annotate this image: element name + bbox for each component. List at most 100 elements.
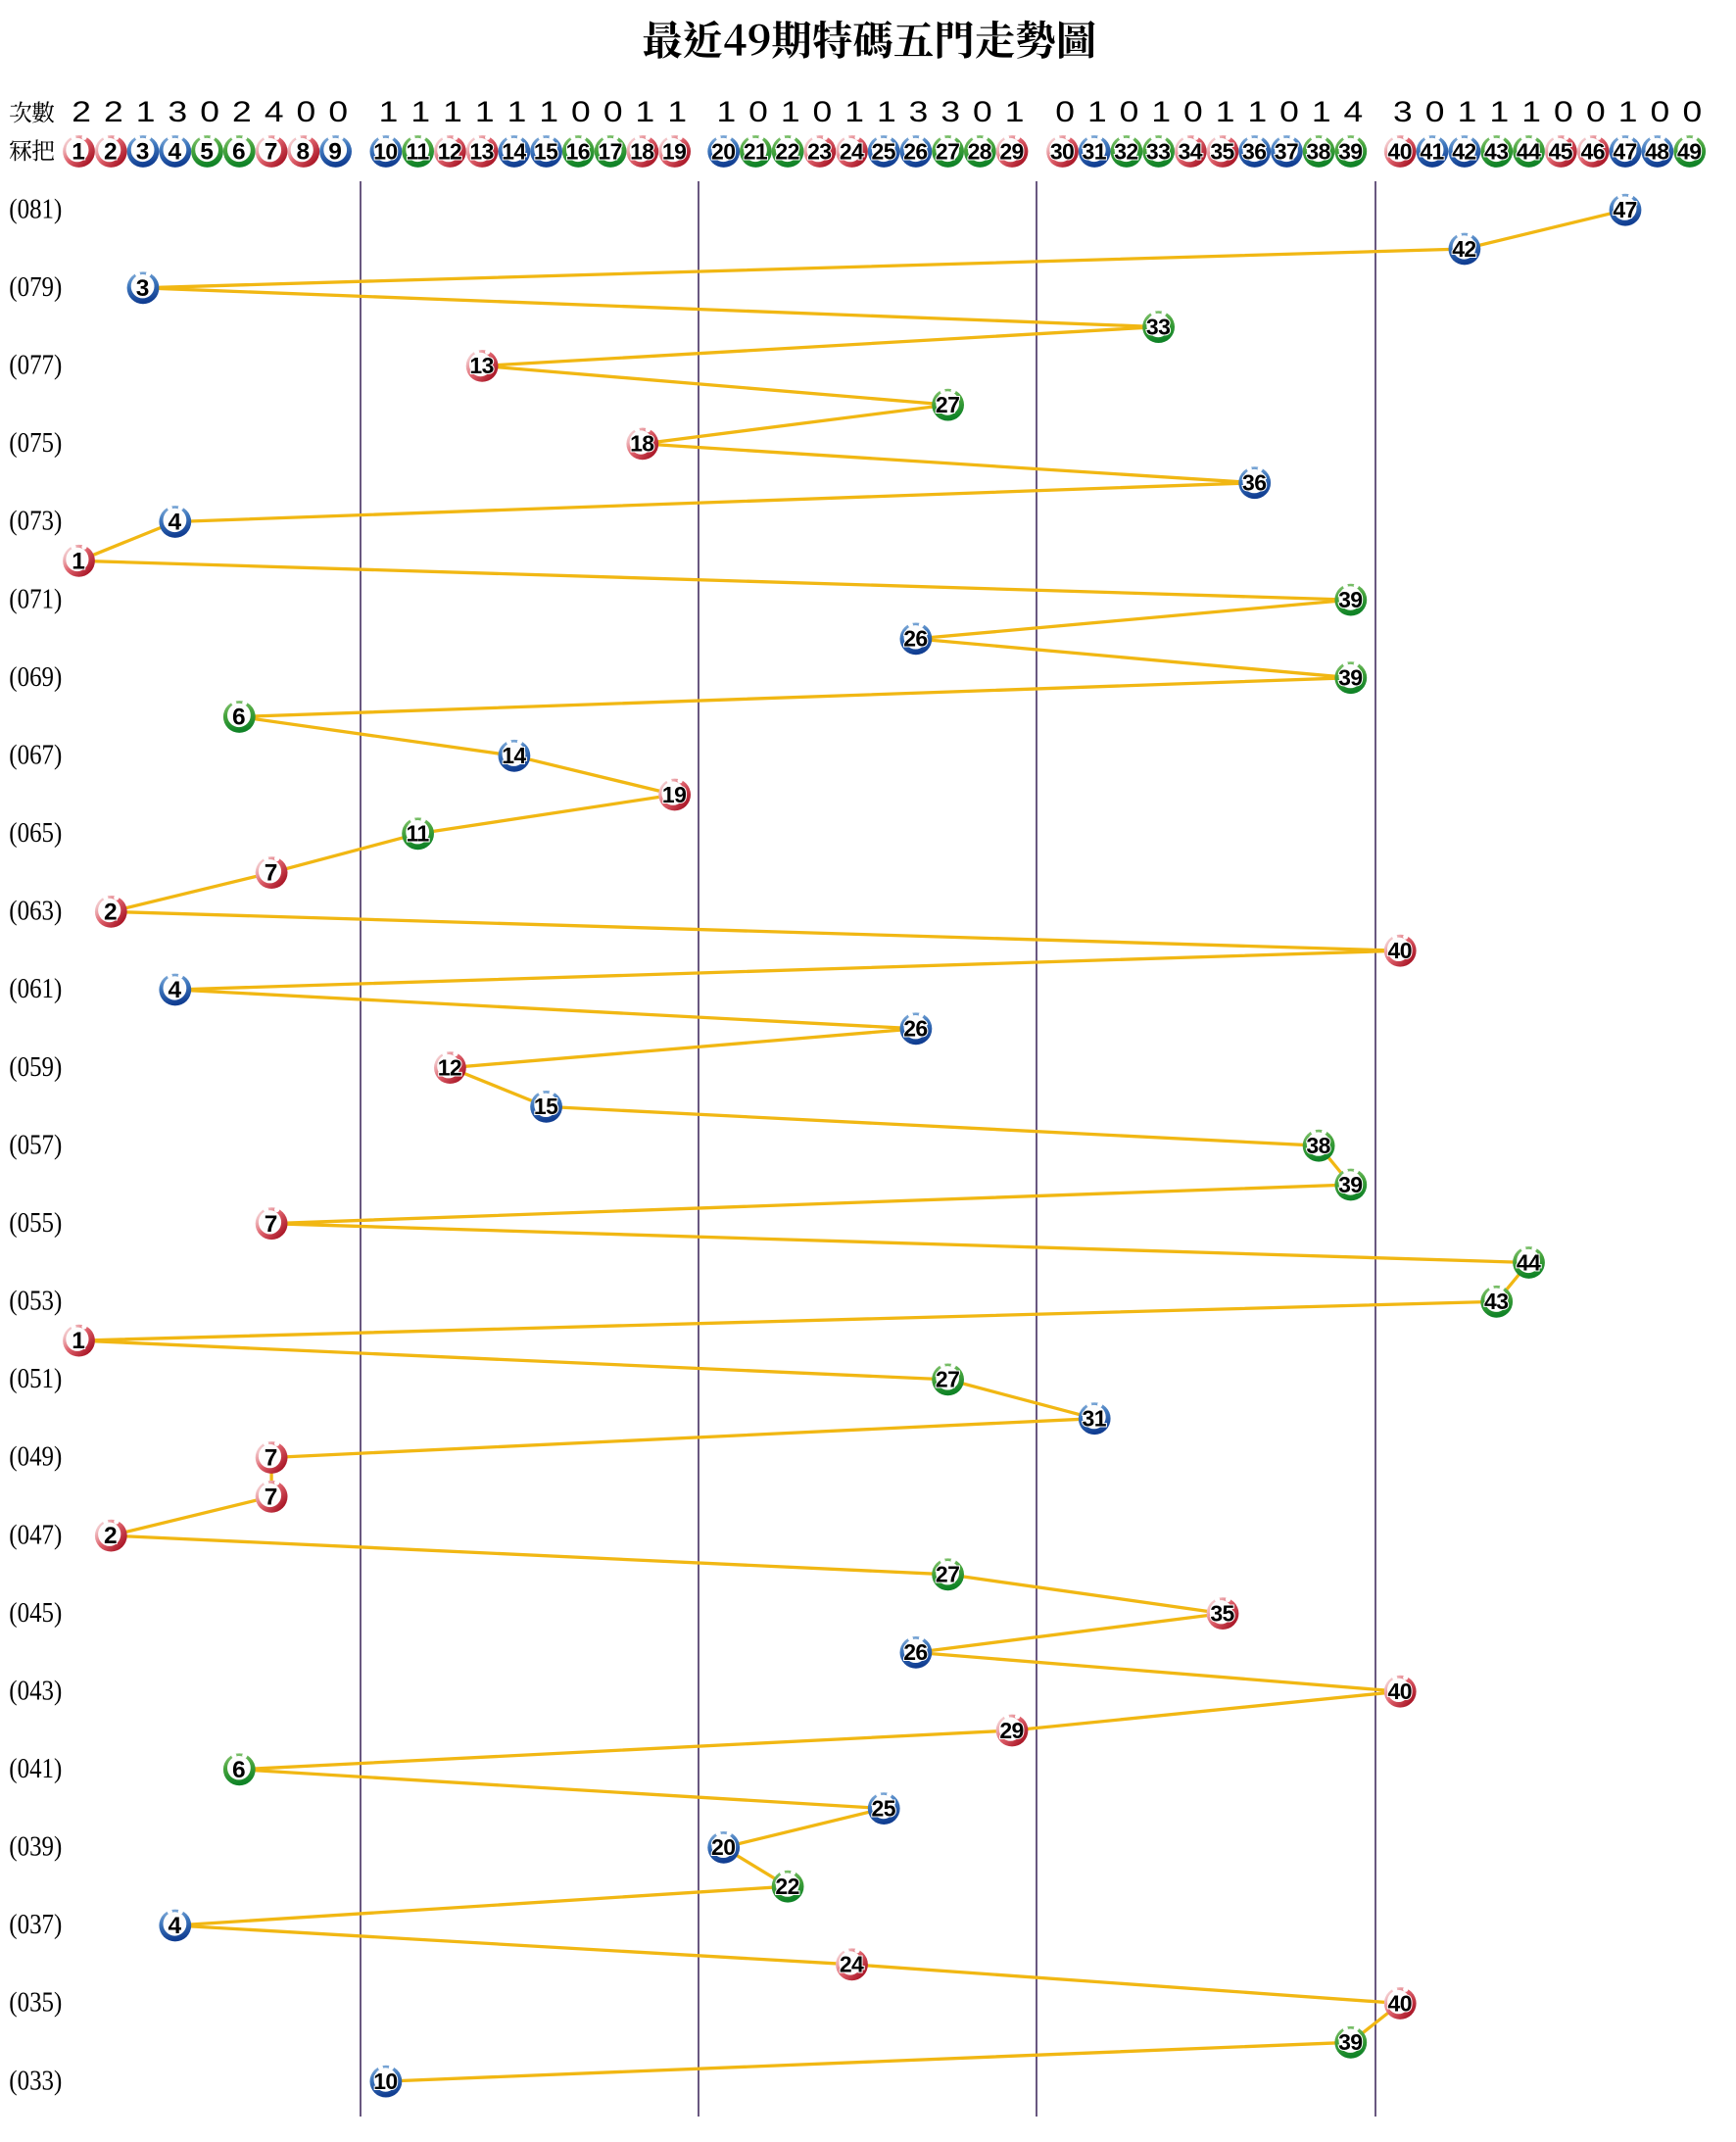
svg-text:0: 0 [1055, 95, 1075, 128]
svg-text:24: 24 [840, 138, 864, 164]
svg-text:2: 2 [104, 900, 118, 926]
svg-text:16: 16 [566, 138, 590, 164]
svg-text:18: 18 [630, 138, 654, 164]
svg-text:1: 1 [1618, 95, 1638, 128]
svg-text:(065): (065) [9, 818, 62, 849]
svg-text:14: 14 [502, 743, 526, 768]
svg-text:1: 1 [507, 95, 527, 128]
svg-text:11: 11 [407, 821, 430, 847]
svg-text:(057): (057) [9, 1130, 62, 1160]
svg-text:35: 35 [1210, 138, 1234, 164]
svg-text:7: 7 [265, 1211, 278, 1238]
svg-text:44: 44 [1517, 138, 1541, 164]
svg-text:1: 1 [1151, 95, 1171, 128]
svg-text:32: 32 [1114, 138, 1137, 164]
svg-text:7: 7 [265, 139, 278, 166]
svg-text:(055): (055) [9, 1208, 62, 1239]
svg-text:46: 46 [1581, 138, 1605, 164]
svg-text:47: 47 [1613, 138, 1636, 164]
svg-text:1: 1 [716, 95, 736, 128]
svg-text:29: 29 [999, 138, 1023, 164]
svg-text:(081): (081) [9, 194, 62, 224]
svg-text:(043): (043) [9, 1676, 62, 1706]
svg-text:9: 9 [328, 139, 342, 166]
svg-text:1: 1 [379, 95, 399, 128]
svg-text:1: 1 [844, 95, 864, 128]
svg-text:2: 2 [104, 95, 123, 128]
svg-text:20: 20 [711, 1834, 735, 1860]
svg-text:(067): (067) [9, 741, 62, 771]
svg-text:2: 2 [232, 95, 252, 128]
svg-text:42: 42 [1452, 138, 1475, 164]
svg-text:34: 34 [1179, 138, 1203, 164]
svg-text:0: 0 [973, 95, 992, 128]
svg-text:(035): (035) [9, 1988, 62, 2019]
svg-text:3: 3 [136, 275, 150, 302]
svg-text:19: 19 [662, 782, 686, 807]
svg-text:43: 43 [1484, 138, 1508, 164]
svg-text:(051): (051) [9, 1364, 62, 1394]
svg-text:(071): (071) [9, 584, 62, 614]
svg-text:20: 20 [711, 138, 735, 164]
svg-text:(079): (079) [9, 272, 62, 303]
svg-text:(077): (077) [9, 351, 62, 381]
svg-text:40: 40 [1388, 1990, 1412, 2016]
svg-text:1: 1 [410, 95, 430, 128]
svg-text:(033): (033) [9, 2066, 62, 2096]
svg-text:3: 3 [940, 95, 960, 128]
svg-text:30: 30 [1050, 138, 1074, 164]
svg-text:0: 0 [1586, 95, 1606, 128]
svg-text:12: 12 [438, 1054, 461, 1080]
svg-text:6: 6 [232, 139, 246, 166]
svg-text:39: 39 [1338, 1172, 1362, 1197]
svg-text:10: 10 [373, 138, 397, 164]
svg-text:4: 4 [168, 1913, 181, 1939]
svg-text:26: 26 [903, 626, 927, 652]
svg-text:49: 49 [1677, 138, 1701, 164]
svg-text:24: 24 [840, 1952, 864, 1977]
svg-text:44: 44 [1517, 1249, 1541, 1275]
svg-text:27: 27 [936, 1367, 959, 1392]
svg-text:14: 14 [502, 138, 526, 164]
svg-text:15: 15 [534, 138, 558, 164]
svg-text:39: 39 [1338, 665, 1362, 691]
svg-text:1: 1 [1312, 95, 1331, 128]
svg-text:40: 40 [1388, 1679, 1412, 1704]
svg-text:11: 11 [407, 138, 430, 164]
svg-text:22: 22 [775, 1874, 798, 1899]
svg-text:42: 42 [1452, 236, 1475, 262]
svg-text:39: 39 [1338, 587, 1362, 612]
svg-text:13: 13 [469, 138, 493, 164]
svg-text:0: 0 [328, 95, 348, 128]
svg-text:(063): (063) [9, 897, 62, 927]
svg-text:21: 21 [744, 138, 768, 164]
svg-text:1: 1 [1247, 95, 1267, 128]
svg-text:1: 1 [475, 95, 495, 128]
svg-text:0: 0 [200, 95, 219, 128]
svg-text:26: 26 [903, 1016, 927, 1042]
svg-text:27: 27 [936, 138, 959, 164]
svg-text:43: 43 [1484, 1289, 1508, 1314]
svg-text:1: 1 [539, 95, 558, 128]
svg-text:5: 5 [200, 139, 214, 166]
svg-text:1: 1 [1521, 95, 1541, 128]
svg-text:1: 1 [443, 95, 462, 128]
svg-text:25: 25 [872, 138, 896, 164]
svg-text:3: 3 [136, 139, 150, 166]
svg-text:0: 0 [1651, 95, 1670, 128]
svg-text:10: 10 [373, 2069, 397, 2094]
svg-text:0: 0 [1554, 95, 1573, 128]
svg-text:(053): (053) [9, 1287, 62, 1317]
svg-text:38: 38 [1306, 1133, 1330, 1158]
svg-text:29: 29 [999, 1718, 1023, 1743]
svg-text:1: 1 [1005, 95, 1025, 128]
svg-text:36: 36 [1242, 470, 1266, 496]
svg-text:3: 3 [169, 95, 188, 128]
svg-text:4: 4 [168, 510, 181, 536]
svg-text:0: 0 [603, 95, 623, 128]
svg-text:28: 28 [968, 138, 992, 164]
svg-text:26: 26 [903, 1639, 927, 1665]
svg-text:1: 1 [781, 95, 800, 128]
svg-text:17: 17 [598, 138, 621, 164]
svg-text:31: 31 [1083, 1406, 1107, 1432]
